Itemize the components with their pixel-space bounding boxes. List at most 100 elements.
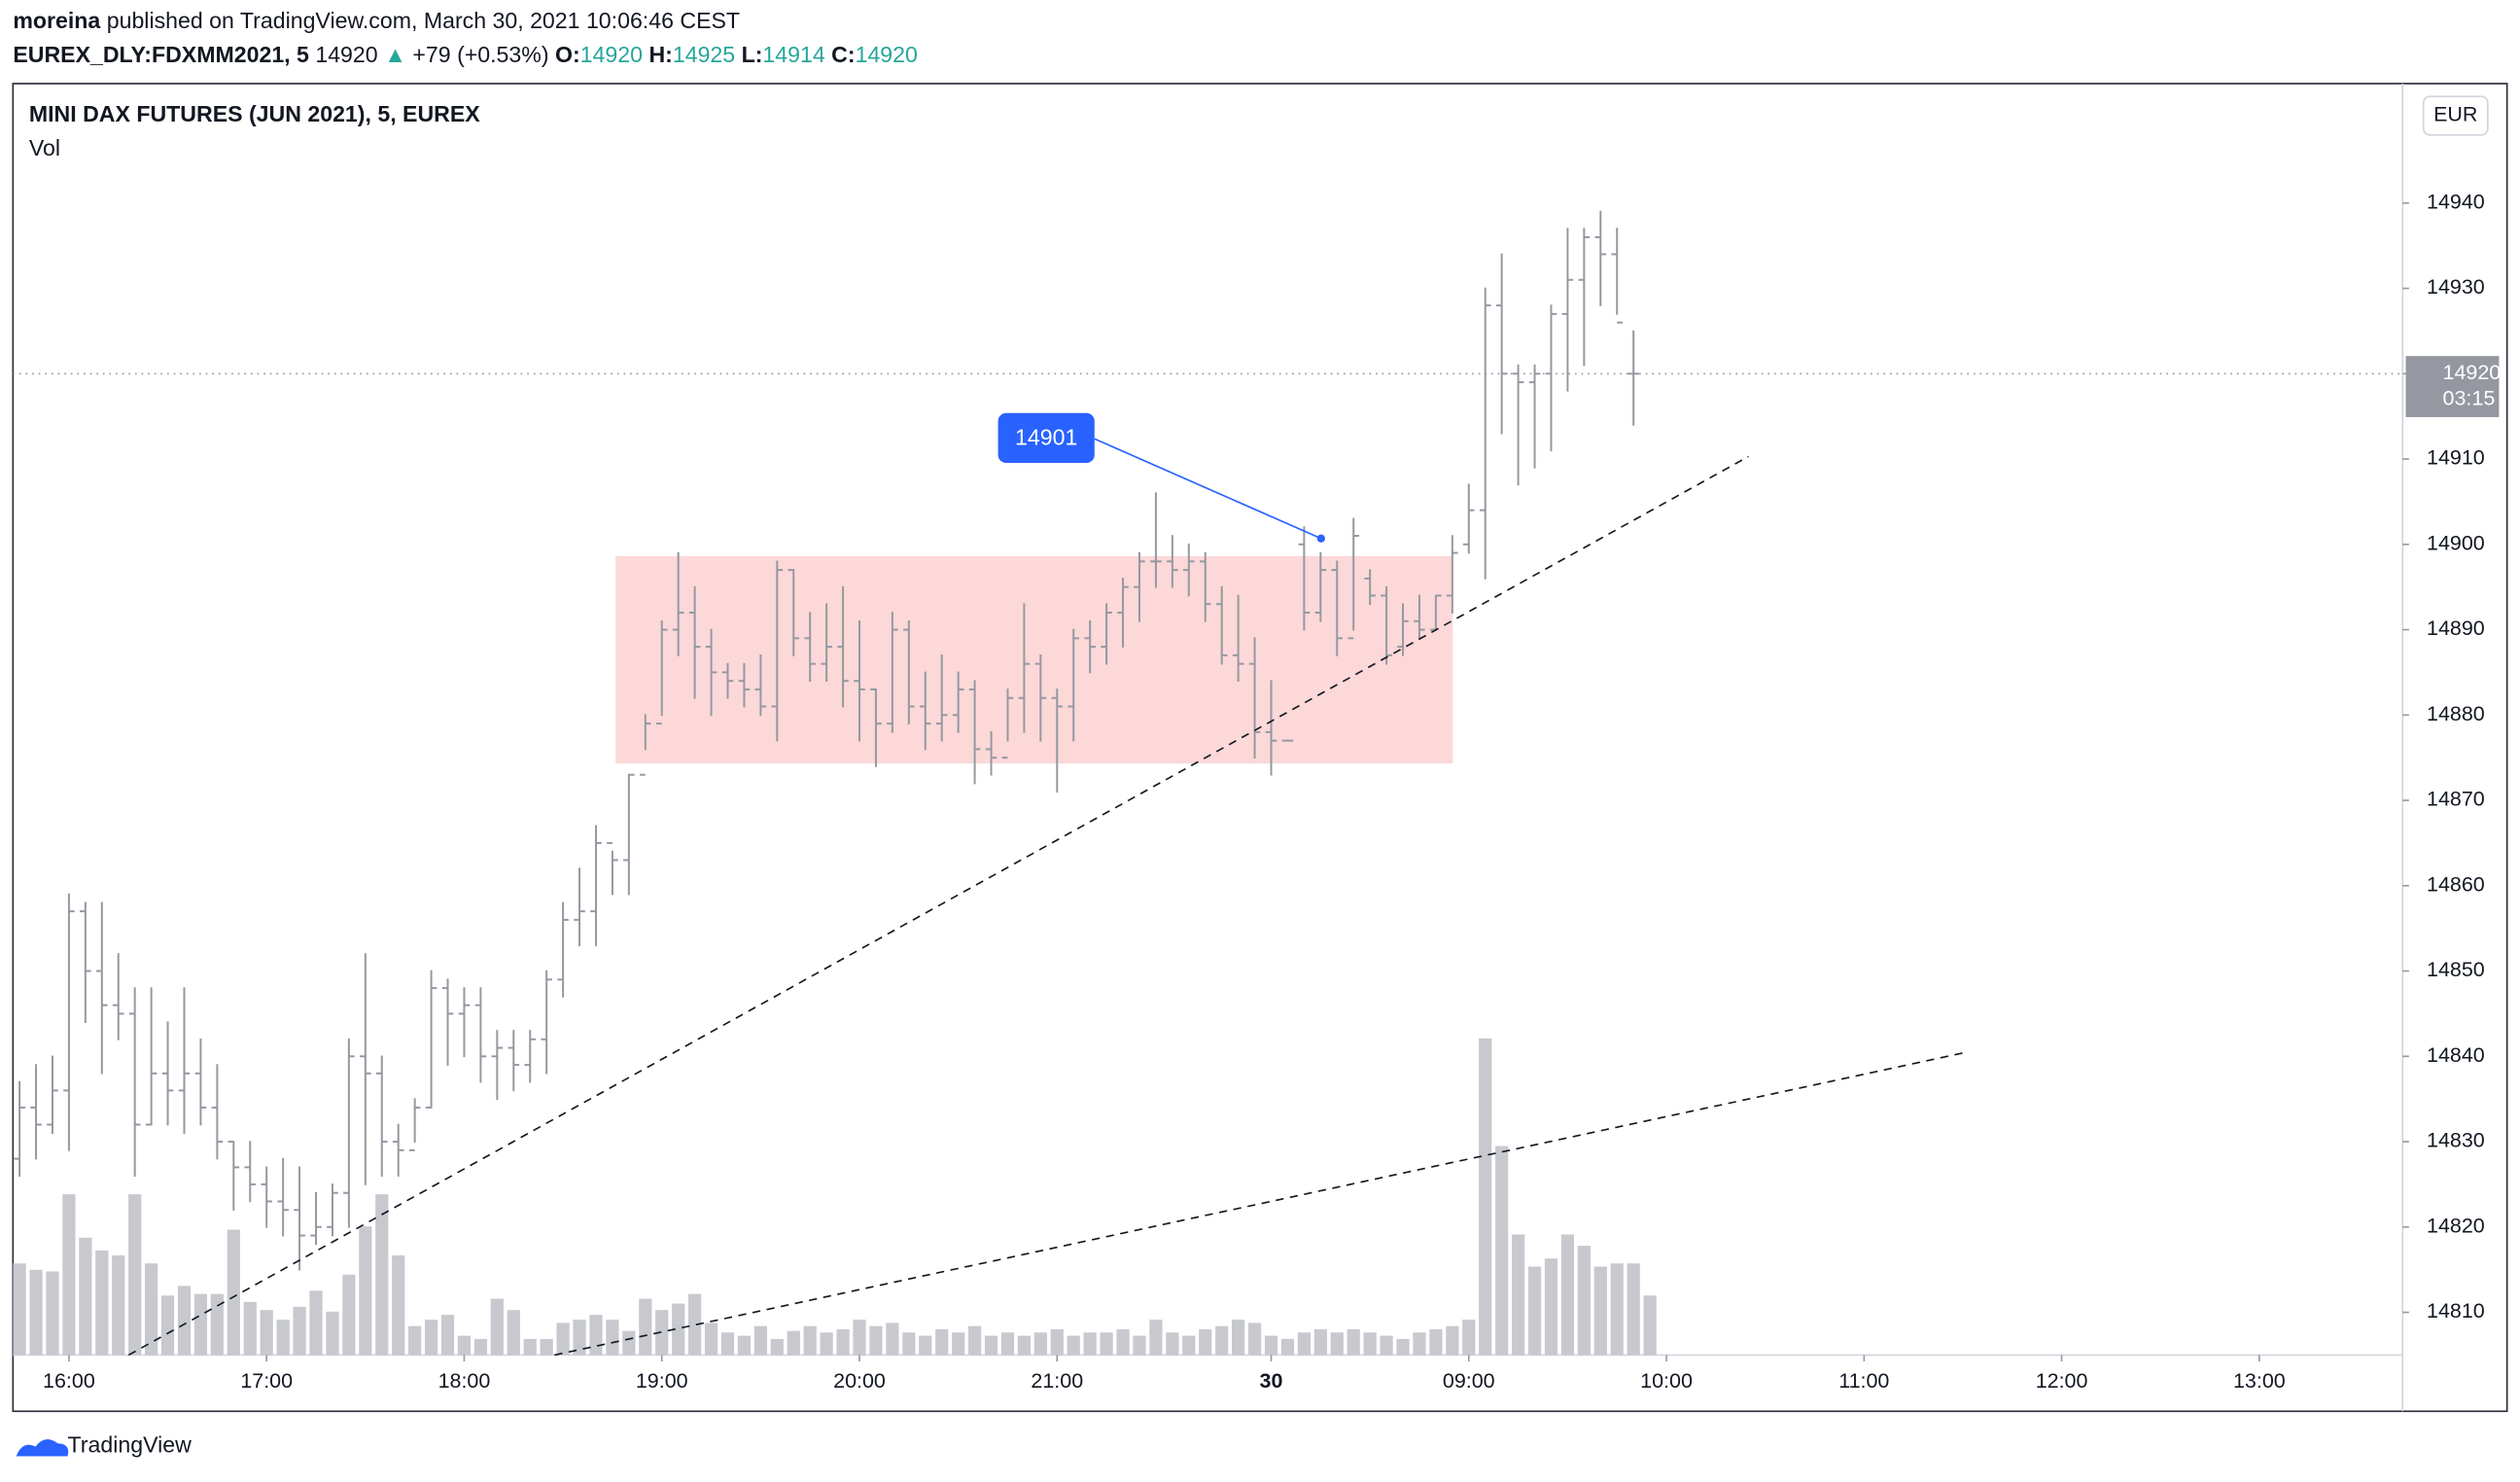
volume-bar bbox=[1050, 1328, 1064, 1356]
volume-bar bbox=[573, 1320, 586, 1356]
volume-bar bbox=[507, 1310, 520, 1356]
volume-bar bbox=[1264, 1335, 1278, 1356]
volume-bar bbox=[886, 1323, 899, 1356]
volume-bar bbox=[1313, 1328, 1327, 1356]
volume-bar bbox=[62, 1194, 76, 1356]
volume-bar bbox=[1116, 1328, 1130, 1356]
volume-bar bbox=[392, 1254, 405, 1356]
logo bbox=[16, 1439, 69, 1457]
volume-bar bbox=[1610, 1263, 1624, 1356]
x-tick-label: 30 bbox=[1260, 1369, 1283, 1393]
y-tick-label: 14860 bbox=[2427, 872, 2485, 896]
x-tick-label: 18:00 bbox=[438, 1369, 491, 1393]
open: 14920 bbox=[580, 42, 643, 67]
volume-bar bbox=[589, 1315, 603, 1356]
volume-bar bbox=[1033, 1332, 1047, 1356]
volume-bar bbox=[227, 1229, 240, 1356]
y-tick-label: 14930 bbox=[2427, 275, 2485, 299]
volume-layer bbox=[13, 1038, 1657, 1356]
published: published on TradingView.com, March 30, … bbox=[107, 8, 740, 33]
volume-bar bbox=[820, 1332, 833, 1356]
bar-layer bbox=[14, 210, 1639, 1271]
volume-bar bbox=[1462, 1320, 1476, 1356]
volume-bar bbox=[1643, 1295, 1657, 1356]
last-price-label: 14920 bbox=[2443, 361, 2502, 384]
volume-bar bbox=[737, 1335, 752, 1356]
volume-bar bbox=[1083, 1332, 1097, 1356]
volume-bar bbox=[984, 1335, 998, 1356]
y-tick-label: 14940 bbox=[2427, 190, 2485, 213]
volume-bar bbox=[1017, 1335, 1032, 1356]
volume-bar bbox=[606, 1320, 619, 1356]
y-tick-label: 14810 bbox=[2427, 1299, 2485, 1323]
volume-bar bbox=[210, 1293, 224, 1356]
volume-bar bbox=[919, 1335, 932, 1356]
annotation-line bbox=[1094, 438, 1322, 540]
volume-bar bbox=[1182, 1335, 1196, 1356]
volume-bar bbox=[1560, 1234, 1575, 1356]
volume-bar bbox=[95, 1250, 109, 1356]
volume-bar bbox=[720, 1332, 735, 1356]
volume-bar bbox=[1380, 1335, 1393, 1356]
volume-bar bbox=[1347, 1328, 1360, 1356]
volume-bar bbox=[1527, 1266, 1542, 1356]
volume-bar bbox=[704, 1323, 718, 1356]
x-tick-label: 21:00 bbox=[1031, 1369, 1083, 1393]
header-line-2: EUREX_DLY:FDXMM2021, 5 14920 ▲ +79 (+0.5… bbox=[13, 42, 918, 67]
volume-bar bbox=[243, 1301, 257, 1356]
volume-bar bbox=[359, 1226, 372, 1356]
x-tick-label: 13:00 bbox=[2233, 1369, 2286, 1393]
x-tick-label: 17:00 bbox=[240, 1369, 293, 1393]
volume-bar bbox=[1000, 1332, 1015, 1356]
volume-bar bbox=[1429, 1328, 1443, 1356]
volume-bar bbox=[902, 1332, 916, 1356]
close-label: C: bbox=[831, 42, 855, 67]
y-tick-label: 14890 bbox=[2427, 617, 2485, 640]
volume-bar bbox=[803, 1325, 817, 1356]
volume-bar bbox=[457, 1335, 472, 1356]
volume-bar bbox=[408, 1325, 422, 1356]
volume-bar bbox=[1067, 1335, 1080, 1356]
chart-frame bbox=[12, 83, 2508, 1413]
author: moreina bbox=[13, 8, 101, 33]
y-tick-label: 14880 bbox=[2427, 702, 2485, 725]
last-price-box bbox=[2405, 356, 2500, 417]
y-tick-label: 14870 bbox=[2427, 788, 2485, 811]
x-tick-label: 12:00 bbox=[2036, 1369, 2088, 1393]
volume-bar bbox=[46, 1271, 59, 1356]
y-tick-label: 14820 bbox=[2427, 1214, 2485, 1237]
volume-bar bbox=[1297, 1332, 1311, 1356]
x-tick-label: 19:00 bbox=[636, 1369, 688, 1393]
volume-bar bbox=[1396, 1338, 1410, 1356]
annotation-point bbox=[1316, 534, 1325, 543]
change: +79 (+0.53%) bbox=[412, 42, 548, 67]
range-zone bbox=[615, 555, 1453, 764]
header-line-1: moreina published on TradingView.com, Ma… bbox=[13, 8, 740, 33]
volume-bar bbox=[160, 1295, 175, 1356]
volume-bar bbox=[309, 1290, 323, 1356]
volume-bar bbox=[753, 1325, 767, 1356]
volume-bar bbox=[1330, 1332, 1344, 1356]
volume-bar bbox=[1495, 1146, 1509, 1356]
volume-bar bbox=[1511, 1234, 1525, 1356]
volume-bar bbox=[1446, 1325, 1459, 1356]
volume-bar bbox=[1544, 1258, 1558, 1356]
low: 14914 bbox=[762, 42, 824, 67]
trend-line bbox=[554, 1051, 1965, 1357]
volume-bar bbox=[490, 1298, 504, 1356]
volume-bar bbox=[655, 1310, 669, 1356]
volume-bar bbox=[440, 1315, 455, 1356]
y-tick-label: 14910 bbox=[2427, 446, 2485, 470]
volume-bar bbox=[13, 1263, 26, 1356]
symbol: EUREX_DLY:FDXMM2021, 5 bbox=[13, 42, 309, 67]
volume-bar bbox=[293, 1306, 306, 1356]
volume-bar bbox=[177, 1286, 192, 1356]
volume-bar bbox=[1232, 1320, 1245, 1356]
y-tick-label: 14900 bbox=[2427, 531, 2485, 554]
volume-bar bbox=[1166, 1332, 1179, 1356]
volume-bar bbox=[29, 1269, 43, 1356]
brand: TradingView bbox=[68, 1432, 192, 1458]
volume-bar bbox=[967, 1325, 982, 1356]
volume-bar bbox=[326, 1311, 339, 1356]
